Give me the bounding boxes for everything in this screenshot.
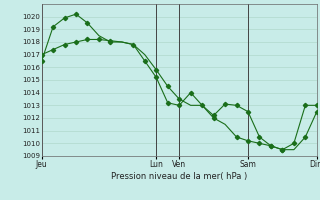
X-axis label: Pression niveau de la mer( hPa ): Pression niveau de la mer( hPa ) xyxy=(111,172,247,181)
